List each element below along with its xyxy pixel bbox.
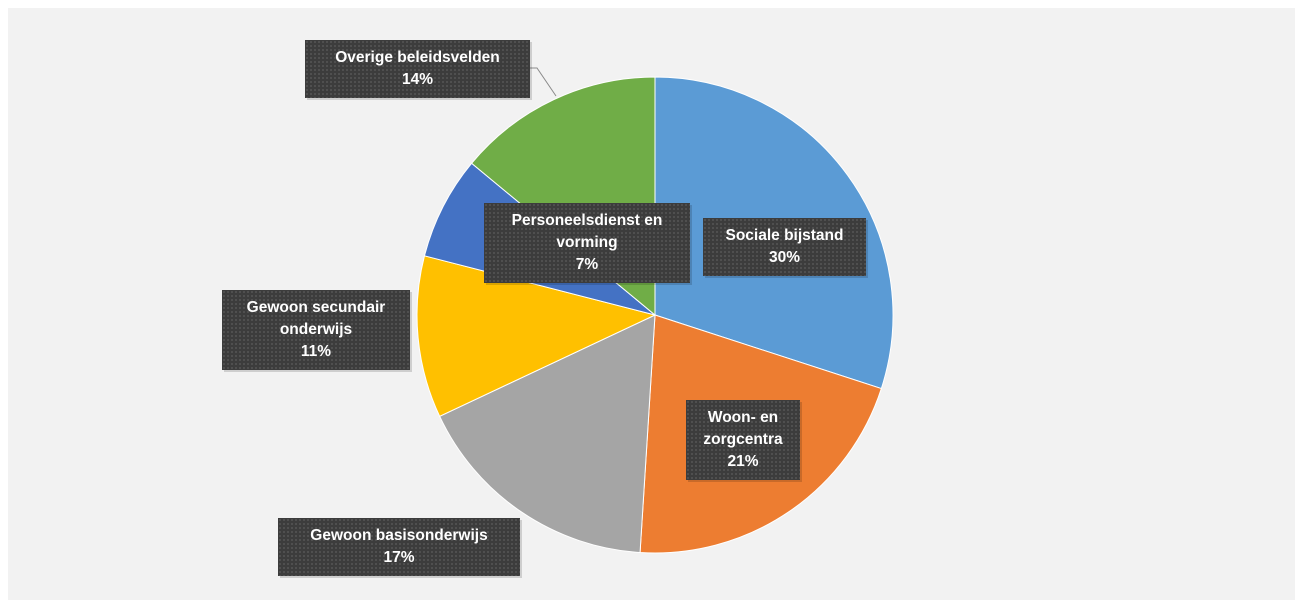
- label-percent: 30%: [768, 249, 801, 266]
- pie-slice: [438, 314, 656, 554]
- label-percent: 11%: [300, 343, 332, 360]
- data-label: Overige beleidsvelden 14%: [305, 40, 530, 98]
- label-name: Gewoon basisonderwijs: [310, 527, 488, 544]
- label-name: Sociale bijstand: [725, 227, 844, 244]
- label-name: Gewoon secundair onderwijs: [246, 299, 386, 338]
- leader-line: [530, 67, 557, 97]
- data-label: Sociale bijstand 30%: [703, 218, 866, 276]
- data-label: Gewoon secundair onderwijs 11%: [222, 290, 410, 370]
- label-percent: 21%: [727, 453, 759, 470]
- pie-slice: [416, 255, 657, 418]
- label-name: Personeelsdienst en vorming: [511, 212, 663, 251]
- data-label: Personeelsdienst en vorming 7%: [484, 203, 690, 283]
- label-name: Woon- en zorgcentra: [703, 409, 783, 448]
- label-percent: 7%: [575, 256, 599, 273]
- data-label: Gewoon basisonderwijs 17%: [278, 518, 520, 576]
- label-percent: 14%: [401, 71, 434, 88]
- label-percent: 17%: [383, 549, 415, 566]
- data-label: Woon- en zorgcentra 21%: [686, 400, 800, 480]
- label-name: Overige beleidsvelden: [335, 49, 500, 66]
